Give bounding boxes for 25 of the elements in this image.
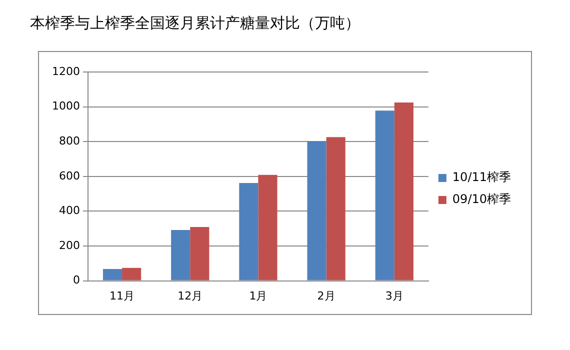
chart-title: 本榨季与上榨季全国逐月累计产糖量对比（万吨） bbox=[30, 14, 361, 33]
y-tick-label: 600 bbox=[58, 169, 80, 182]
legend-label: 09/10榨季 bbox=[452, 192, 512, 206]
y-tick-label: 0 bbox=[72, 274, 80, 287]
y-tick-label: 1200 bbox=[52, 64, 80, 78]
x-tick-label: 2月 bbox=[317, 289, 336, 302]
x-tick-label: 3月 bbox=[385, 289, 404, 302]
bar bbox=[171, 230, 190, 280]
legend-label: 10/11榨季 bbox=[452, 170, 512, 184]
bar bbox=[190, 227, 210, 280]
y-tick-label: 800 bbox=[58, 134, 80, 148]
bar bbox=[122, 268, 142, 280]
bar bbox=[307, 141, 326, 280]
bar bbox=[239, 183, 258, 280]
y-tick-label: 1000 bbox=[52, 100, 80, 113]
x-tick-label: 12月 bbox=[178, 289, 203, 302]
bar bbox=[258, 174, 278, 280]
y-tick-label: 200 bbox=[58, 238, 80, 252]
bar bbox=[102, 268, 122, 280]
y-tick-label: 400 bbox=[58, 204, 80, 218]
bar bbox=[394, 102, 414, 280]
x-tick-label: 11月 bbox=[110, 289, 135, 302]
bar bbox=[326, 137, 346, 280]
x-tick-label: 1月 bbox=[249, 289, 268, 302]
bar bbox=[375, 110, 394, 280]
